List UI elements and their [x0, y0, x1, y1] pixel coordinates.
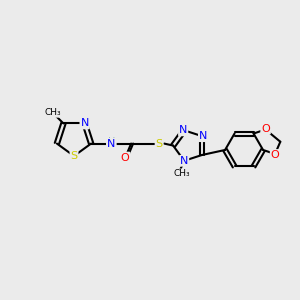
Text: N: N	[199, 131, 207, 141]
Text: CH₃: CH₃	[44, 108, 61, 117]
Text: S: S	[70, 151, 78, 161]
Text: CH₃: CH₃	[174, 169, 190, 178]
Text: N: N	[179, 125, 188, 135]
Text: O: O	[271, 150, 279, 160]
Text: S: S	[156, 139, 163, 148]
Text: H: H	[108, 136, 116, 147]
Text: N: N	[80, 118, 89, 128]
Text: O: O	[121, 153, 130, 163]
Text: N: N	[180, 156, 188, 166]
Text: O: O	[261, 124, 270, 134]
Text: N: N	[107, 139, 115, 148]
